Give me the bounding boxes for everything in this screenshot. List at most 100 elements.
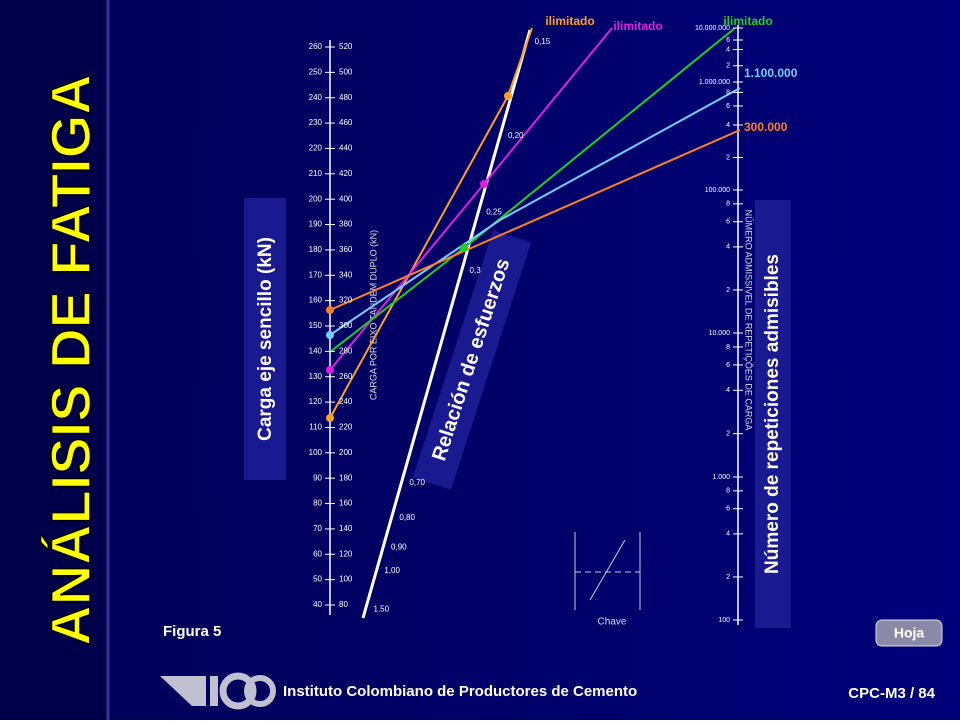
footer-code: CPC-M3 / 84 — [848, 685, 935, 702]
figure-label: Figura 5 — [163, 623, 221, 640]
tick-label: 130 — [309, 372, 323, 381]
point — [480, 180, 488, 188]
point — [326, 331, 334, 339]
tick-label: 320 — [339, 296, 353, 305]
left-caption: CARGA POR EIXO TANDEM DUPLO (kN) — [368, 230, 378, 400]
tick-label: 200 — [339, 448, 353, 457]
tick-label: 100 — [309, 448, 323, 457]
tick-label: 100 — [718, 617, 730, 624]
point — [326, 366, 334, 374]
tick-label: 190 — [309, 220, 323, 229]
tick-label: 60 — [313, 549, 322, 558]
tick-label: 460 — [339, 118, 353, 127]
tick-label: 4 — [726, 531, 730, 538]
label-box — [244, 198, 286, 480]
line — [329, 129, 741, 311]
tick-label: 100.000 — [705, 187, 730, 194]
tick-label: 440 — [339, 144, 353, 153]
tick-label: 8 — [726, 201, 730, 208]
tick-label: 260 — [309, 42, 323, 51]
tick-label: 240 — [309, 93, 323, 102]
point — [504, 92, 512, 100]
tick-label: 480 — [339, 93, 353, 102]
tick-label: 8 — [726, 488, 730, 495]
right-caption: NÚMERO ADMISSIVEL DE REPETIÇÕES DE CARGA — [744, 210, 754, 431]
tick-label: 260 — [339, 372, 353, 381]
tick-label: 40 — [313, 600, 322, 609]
tick-label: 100 — [339, 575, 353, 584]
tick-label: 420 — [339, 169, 353, 178]
tick-label: 210 — [309, 169, 323, 178]
tick-label: 90 — [313, 473, 322, 482]
tick-label: 8 — [726, 89, 730, 96]
tick-label: 2 — [726, 287, 730, 294]
tick-label: 1,00 — [384, 566, 400, 575]
tick-label: 0,90 — [391, 543, 407, 552]
tick-label: 6 — [726, 362, 730, 369]
tick-label: 160 — [339, 499, 353, 508]
tick-label: 80 — [313, 499, 322, 508]
tick-label: 0,15 — [535, 37, 551, 46]
label-box — [755, 200, 791, 628]
tick-label: 180 — [339, 473, 353, 482]
tick-label: 2 — [726, 63, 730, 70]
right-label: Número de repeticiones admisibles — [762, 254, 783, 574]
key-diagram — [574, 532, 641, 610]
tick-label: 380 — [339, 220, 353, 229]
footer-institute: Instituto Colombiano de Productores de C… — [283, 683, 637, 700]
tick-label: 180 — [309, 245, 323, 254]
tick-label: 140 — [339, 524, 353, 533]
logo — [160, 672, 276, 710]
tick-label: 520 — [339, 42, 353, 51]
tick-label: 250 — [309, 67, 323, 76]
tick-label: 6 — [726, 219, 730, 226]
point — [460, 244, 468, 252]
tick-label: 200 — [309, 194, 323, 203]
tick-label: 4 — [726, 387, 730, 394]
result-label: ilimitado — [545, 14, 594, 28]
tick-label: 300 — [339, 321, 353, 330]
tick-label: 2 — [726, 430, 730, 437]
tick-label: 400 — [339, 194, 353, 203]
button-label[interactable]: Hoja — [894, 625, 925, 641]
button[interactable] — [875, 619, 943, 647]
middle-axis — [361, 29, 532, 619]
tick-label: 220 — [339, 423, 353, 432]
tick-label: 110 — [309, 423, 322, 432]
point — [326, 306, 334, 314]
tick-label: 6 — [726, 506, 730, 513]
result-lines — [326, 27, 741, 422]
tick-label: 120 — [309, 397, 323, 406]
tick-label: 4 — [726, 122, 730, 129]
tick-label: 6 — [726, 103, 730, 110]
tick-label: 10.000 — [709, 330, 731, 337]
key-label: Chave — [598, 617, 627, 628]
tick-label: 280 — [339, 346, 353, 355]
left-label: Carga eje sencillo (kN) — [255, 237, 276, 441]
result-label: 300.000 — [744, 120, 788, 134]
tick-label: 360 — [339, 245, 353, 254]
tick-label: 6 — [726, 37, 730, 44]
result-label: ilimitado — [613, 19, 662, 33]
tick-label: 0,25 — [486, 207, 502, 216]
result-label: ilimitado — [723, 14, 772, 28]
result-label: 1.100.000 — [744, 66, 798, 80]
tick-label: 1.000.000 — [699, 79, 730, 86]
tick-label: 10.000.000 — [695, 25, 730, 32]
tick-label: 0,70 — [409, 478, 425, 487]
tick-label: 120 — [339, 549, 353, 558]
tick-label: 2 — [726, 154, 730, 161]
tick-label: 230 — [309, 118, 323, 127]
tick-label: 340 — [339, 270, 353, 279]
tick-label: 4 — [726, 46, 730, 53]
tick-label: 8 — [726, 344, 730, 351]
tick-label: 240 — [339, 397, 353, 406]
line — [329, 87, 741, 336]
tick-label: 2 — [726, 574, 730, 581]
point — [326, 414, 334, 422]
tick-label: 1.000 — [712, 474, 730, 481]
tick-label: 0,3 — [470, 266, 482, 275]
